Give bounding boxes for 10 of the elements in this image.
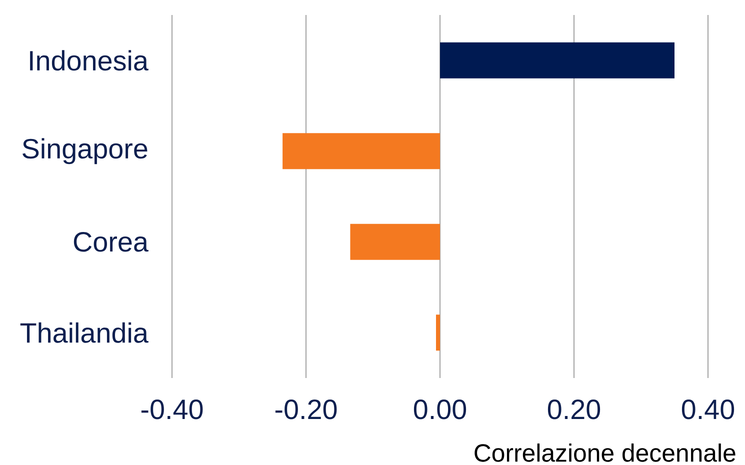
- x-tick-label: -0.40: [141, 399, 203, 420]
- y-tick-label: Singapore: [22, 138, 148, 164]
- y-tick-label: Thailandia: [20, 322, 148, 343]
- y-tick-label: Indonesia: [30, 50, 148, 71]
- y-tick-label: Corea: [74, 232, 148, 252]
- x-tick-label: 0.20: [548, 399, 600, 420]
- x-axis-title: Correlazione decennale: [474, 443, 736, 462]
- x-tick-label: 0.40: [682, 399, 734, 420]
- x-tick-label: 0.00: [414, 399, 466, 420]
- x-tick-label: -0.20: [275, 399, 337, 420]
